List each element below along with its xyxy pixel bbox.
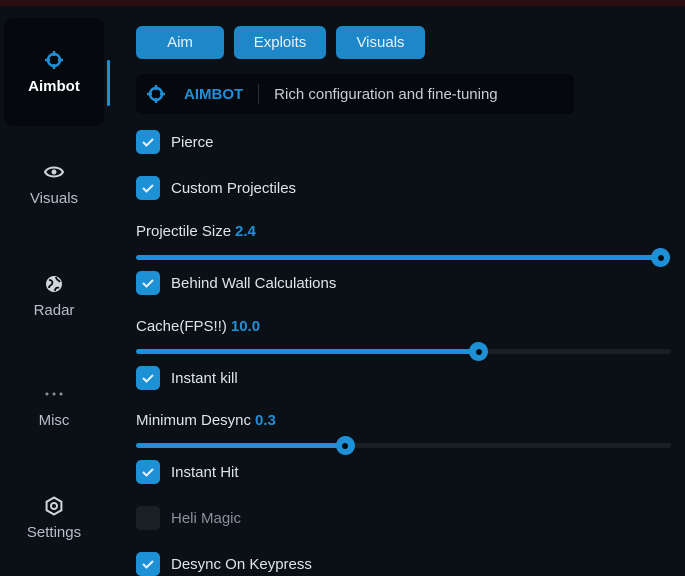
- checkbox-label: Pierce: [171, 133, 214, 151]
- checkmark-icon: [136, 176, 160, 200]
- checkbox-label: Instant Hit: [171, 463, 239, 481]
- checkbox-label: Custom Projectiles: [171, 179, 297, 197]
- checkmark-icon: [136, 130, 160, 154]
- sidebar-item-label: Radar: [33, 301, 75, 319]
- sidebar-item-label: Settings: [26, 523, 82, 541]
- checkmark-icon: [136, 552, 160, 576]
- slider-fill: [136, 443, 345, 448]
- slider-value: 0.3: [255, 412, 276, 429]
- sidebar: Aimbot Visuals Radar Misc Settings: [0, 6, 118, 575]
- slider-fill: [136, 349, 479, 354]
- sidebar-item-misc[interactable]: Misc: [4, 352, 104, 460]
- checkmark-icon: [136, 271, 160, 295]
- gear-icon: [45, 495, 63, 516]
- sidebar-item-label: Misc: [38, 411, 70, 429]
- sidebar-item-aimbot[interactable]: Aimbot: [4, 18, 110, 126]
- projectile-size-label: Projectile Size 2.4: [136, 223, 256, 240]
- cache-label: Cache(FPS!!) 10.0: [136, 318, 260, 335]
- section-title: AIMBOT: [184, 85, 244, 103]
- instant-hit-checkbox[interactable]: Instant Hit: [136, 460, 239, 484]
- tab-bar: Aim Exploits Visuals: [136, 26, 425, 59]
- behind-wall-checkbox[interactable]: Behind Wall Calculations: [136, 271, 336, 295]
- section-description: Rich configuration and fine-tuning: [274, 85, 498, 103]
- instant-kill-checkbox[interactable]: Instant kill: [136, 366, 238, 390]
- window-top-strip: [0, 0, 685, 6]
- checkbox-label: Heli Magic: [171, 509, 242, 527]
- cache-slider[interactable]: [136, 342, 671, 361]
- projectile-size-slider[interactable]: [136, 248, 671, 267]
- checkmark-icon: [136, 460, 160, 484]
- slider-value: 10.0: [230, 318, 261, 335]
- pierce-checkbox[interactable]: Pierce: [136, 130, 214, 154]
- sidebar-item-label: Visuals: [29, 189, 79, 207]
- section-header: AIMBOT Rich configuration and fine-tunin…: [136, 74, 574, 114]
- slider-handle[interactable]: [469, 342, 489, 361]
- heli-magic-checkbox[interactable]: Heli Magic: [136, 506, 241, 530]
- checkbox-label: Instant kill: [171, 369, 238, 387]
- slider-fill: [136, 255, 661, 260]
- divider: [258, 84, 260, 104]
- checkmark-icon: [136, 366, 160, 390]
- slider-handle[interactable]: [651, 248, 671, 267]
- crosshair-icon: [45, 50, 63, 69]
- tab-exploits[interactable]: Exploits: [234, 26, 326, 59]
- sidebar-item-visuals[interactable]: Visuals: [4, 130, 104, 238]
- crosshair-icon: [147, 85, 165, 103]
- slider-value: 2.4: [235, 223, 256, 240]
- slider-label: Minimum Desync: [136, 412, 252, 429]
- slider-handle[interactable]: [335, 436, 355, 455]
- sidebar-item-label: Aimbot: [28, 77, 80, 95]
- desync-on-keypress-checkbox[interactable]: Desync On Keypress: [136, 552, 312, 576]
- unchecked-box: [136, 506, 160, 530]
- sidebar-item-radar[interactable]: Radar: [4, 242, 104, 350]
- tab-visuals[interactable]: Visuals: [336, 26, 425, 59]
- slider-label: Projectile Size: [136, 223, 232, 240]
- active-indicator: [107, 60, 110, 106]
- minimum-desync-label: Minimum Desync 0.3: [136, 412, 276, 429]
- ellipsis-icon: [45, 392, 63, 395]
- checkbox-label: Desync On Keypress: [171, 555, 312, 573]
- eye-icon: [44, 166, 64, 177]
- custom-projectiles-checkbox[interactable]: Custom Projectiles: [136, 176, 296, 200]
- minimum-desync-slider[interactable]: [136, 436, 671, 455]
- tab-aim[interactable]: Aim: [136, 26, 224, 59]
- sidebar-item-settings[interactable]: Settings: [4, 464, 104, 572]
- slider-label: Cache(FPS!!): [136, 318, 227, 335]
- globe-icon: [46, 275, 62, 292]
- checkbox-label: Behind Wall Calculations: [171, 274, 337, 292]
